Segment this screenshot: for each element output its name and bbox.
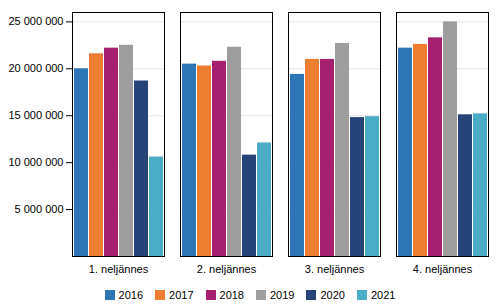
html-text:2019: 2019 [270,289,295,301]
html-text:2018: 2018 [219,289,244,301]
svg-text:20 000 000: 20 000 000 [8,62,63,74]
html-text:2020: 2020 [320,289,345,301]
html-text:2021: 2021 [371,289,396,301]
svg-text:2. neljännes: 2. neljännes [197,263,257,275]
svg-text:1. neljännes: 1. neljännes [89,263,149,275]
svg-text:4. neljännes: 4. neljännes [413,263,473,275]
svg-text:3. neljännes: 3. neljännes [305,263,365,275]
html-text:2016: 2016 [118,289,143,301]
svg-text:25 000 000: 25 000 000 [8,15,63,27]
html-text:2017: 2017 [169,289,194,301]
svg-text:10 000 000: 10 000 000 [8,156,63,168]
svg-text:5 000 000: 5 000 000 [15,203,64,215]
svg-text:15 000 000: 15 000 000 [8,109,63,121]
